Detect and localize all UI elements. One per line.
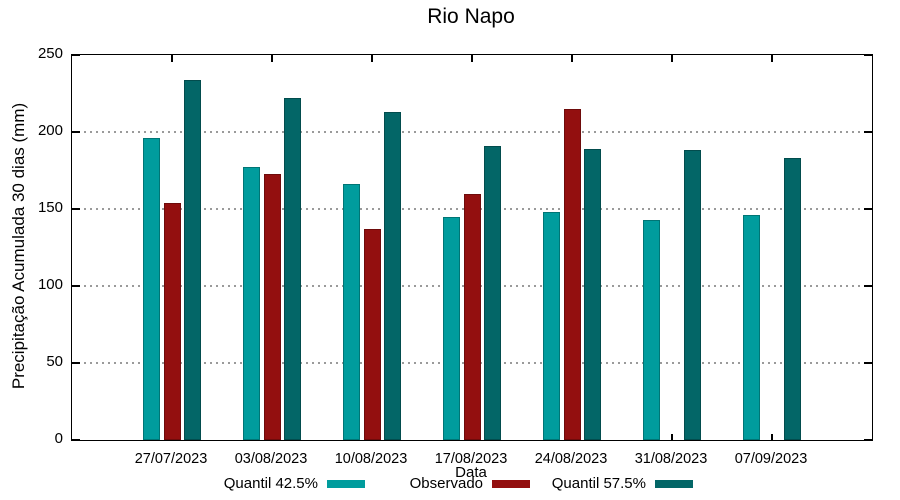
axis-tick — [72, 285, 80, 287]
bar — [563, 108, 581, 440]
x-tick-label: 17/08/2023 — [434, 451, 508, 467]
axis-tick — [72, 439, 80, 441]
bar — [743, 215, 760, 440]
x-tick-label: 03/08/2023 — [234, 451, 308, 467]
x-tick-label: 10/08/2023 — [334, 451, 408, 467]
legend-swatch — [492, 480, 530, 488]
y-tick-label: 100 — [37, 276, 63, 293]
axis-tick — [864, 131, 872, 133]
bar — [463, 193, 481, 440]
axis-tick — [171, 55, 173, 62]
bar — [163, 202, 181, 440]
bar — [263, 173, 281, 440]
legend-label: Observado — [409, 475, 483, 492]
x-tick-label: 31/08/2023 — [634, 451, 708, 467]
axis-tick — [571, 55, 573, 62]
bar — [384, 111, 401, 440]
bar — [363, 229, 381, 440]
legend-item: Observado — [410, 476, 530, 492]
bar — [784, 158, 801, 440]
legend-label: Quantil 57.5% — [551, 475, 646, 492]
axis-tick — [864, 439, 872, 441]
y-axis-label: Precipitação Acumulada 30 dias (mm) — [9, 102, 28, 390]
x-axis-label: Data — [455, 464, 487, 481]
axis-tick — [864, 362, 872, 364]
y-tick-label: 0 — [54, 430, 63, 447]
y-tick-label: 250 — [37, 45, 63, 62]
x-tick-label: 07/09/2023 — [734, 451, 808, 467]
axis-tick — [371, 55, 373, 62]
y-tick-label: 50 — [46, 353, 63, 370]
y-tick-label: 150 — [37, 199, 63, 216]
bar — [143, 138, 160, 440]
plot-area — [71, 54, 873, 441]
bar — [443, 216, 460, 440]
bar — [243, 167, 260, 440]
bar — [284, 98, 301, 440]
bar — [684, 150, 701, 440]
bar — [584, 148, 601, 440]
bar — [643, 219, 660, 440]
axis-tick — [671, 55, 673, 62]
legend-swatch — [327, 480, 365, 488]
axis-tick — [864, 285, 872, 287]
axis-tick — [771, 434, 773, 440]
chart-title: Rio Napo — [427, 5, 515, 28]
axis-tick — [771, 55, 773, 62]
axis-tick — [671, 434, 673, 440]
bar — [184, 79, 201, 440]
axis-tick — [864, 54, 872, 56]
axis-tick — [72, 54, 80, 56]
axis-tick — [864, 208, 872, 210]
x-tick-label: 27/07/2023 — [134, 451, 208, 467]
bar — [543, 212, 560, 440]
bar — [343, 184, 360, 440]
legend-label: Quantil 42.5% — [223, 475, 318, 492]
legend-item: Quantil 42.5% — [224, 476, 365, 492]
gridline — [72, 131, 872, 133]
axis-tick — [72, 131, 80, 133]
x-tick-label: 24/08/2023 — [534, 451, 608, 467]
axis-tick — [72, 362, 80, 364]
legend-swatch — [655, 480, 693, 488]
legend-item: Quantil 57.5% — [552, 476, 693, 492]
bar — [484, 145, 501, 440]
axis-tick — [271, 55, 273, 62]
axis-tick — [72, 208, 80, 210]
y-tick-label: 200 — [37, 122, 63, 139]
axis-tick — [471, 55, 473, 62]
